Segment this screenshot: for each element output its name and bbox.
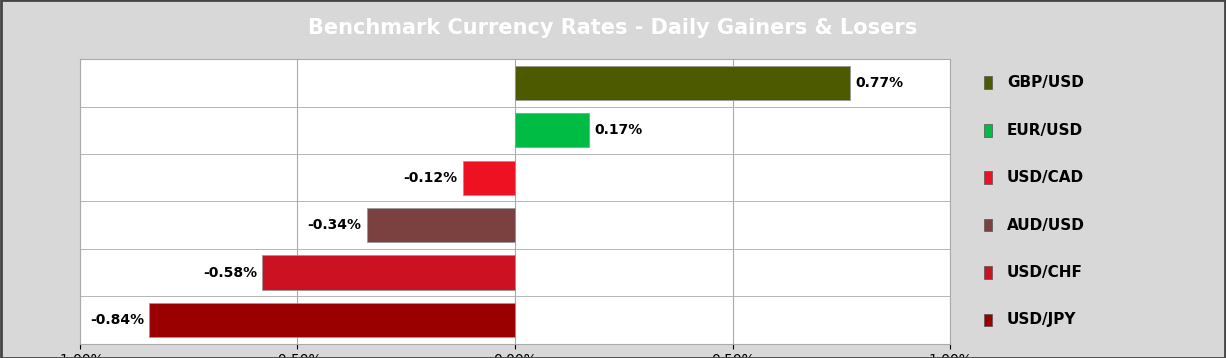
Text: Benchmark Currency Rates - Daily Gainers & Losers: Benchmark Currency Rates - Daily Gainers… <box>309 18 917 38</box>
Text: GBP/USD: GBP/USD <box>1007 75 1084 90</box>
Bar <box>262 256 515 290</box>
Text: -0.34%: -0.34% <box>308 218 362 232</box>
Bar <box>515 66 850 100</box>
Bar <box>367 208 515 242</box>
Bar <box>984 266 992 279</box>
Text: -0.58%: -0.58% <box>204 266 257 280</box>
Bar <box>984 124 992 137</box>
Text: 0.17%: 0.17% <box>595 123 642 137</box>
Bar <box>462 161 515 195</box>
Bar <box>984 171 992 184</box>
Bar <box>984 76 992 89</box>
Text: 0.77%: 0.77% <box>856 76 904 90</box>
Text: -0.12%: -0.12% <box>403 171 457 185</box>
Text: USD/JPY: USD/JPY <box>1007 313 1076 328</box>
Bar <box>984 314 992 326</box>
Text: USD/CHF: USD/CHF <box>1007 265 1083 280</box>
Text: AUD/USD: AUD/USD <box>1007 218 1085 233</box>
Text: USD/CAD: USD/CAD <box>1007 170 1084 185</box>
Text: EUR/USD: EUR/USD <box>1007 123 1083 138</box>
Text: -0.84%: -0.84% <box>89 313 145 327</box>
Bar <box>515 113 588 147</box>
Bar <box>150 303 515 337</box>
Bar <box>984 219 992 232</box>
